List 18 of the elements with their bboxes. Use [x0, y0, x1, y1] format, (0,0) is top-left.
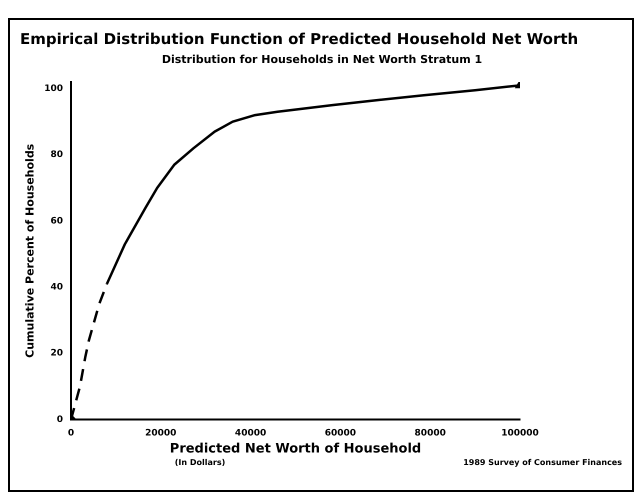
x-tick-label: 80000: [414, 428, 446, 438]
y-tick-label: 0: [56, 414, 63, 425]
x-tick-label: 40000: [234, 428, 266, 438]
x-axis-title: Predicted Net Worth of Household: [170, 442, 422, 457]
y-tick-label: 80: [50, 150, 63, 160]
text: 1989 Survey of Consumer Finances: [463, 458, 622, 467]
chart-title: Empirical Distribution Function of Predicted Household Net Worth: [20, 30, 578, 48]
x-tick-label: 60000: [324, 428, 356, 438]
x-tick-label: 0: [68, 428, 74, 438]
y-tick-label: 20: [50, 348, 63, 359]
x-tick-label: 100000: [501, 428, 539, 438]
y-tick-label: 60: [50, 216, 63, 226]
y-tick-label: 100: [44, 84, 63, 94]
chart-subtitle: Distribution for Households in Net Worth Stratum 1: [160, 53, 484, 66]
text: (In Dollars): [174, 458, 226, 467]
y-axis-title: Cumulative Percent of Households: [23, 143, 36, 358]
y-tick-label: 40: [50, 282, 63, 293]
x-tick-label: 20000: [145, 428, 176, 438]
